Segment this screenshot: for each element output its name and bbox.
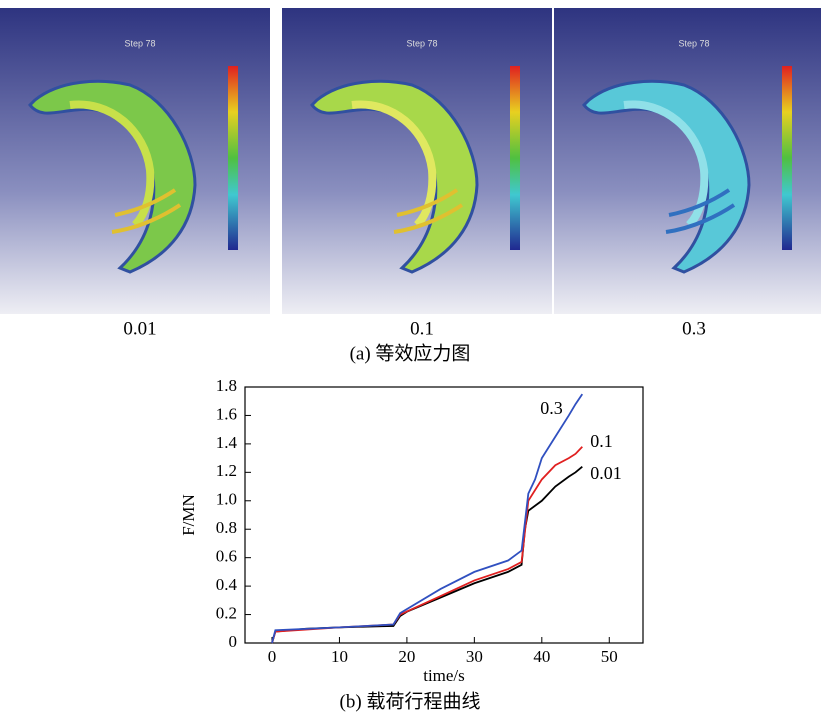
color-bar	[228, 66, 238, 250]
caption-a: (a) 等效应力图	[350, 342, 471, 364]
x-tick-label: 40	[533, 647, 550, 666]
x-tick-label: 0	[268, 647, 277, 666]
x-tick-label: 10	[331, 647, 348, 666]
series-line	[272, 394, 582, 643]
panel-step: Step 78	[406, 38, 437, 48]
series-label: 0.01	[590, 463, 622, 483]
y-tick-label: 0.6	[216, 547, 237, 566]
panel-step: Step 78	[124, 38, 155, 48]
y-tick-label: 1.2	[216, 461, 237, 480]
panel-step: Step 78	[678, 38, 709, 48]
y-tick-label: 0	[229, 632, 238, 651]
figure: (a) 等效应力图 (b) 载荷行程曲线 Step 78 0.01 Step 78 0…	[0, 0, 821, 715]
y-axis-label: F/MN	[179, 494, 198, 536]
x-tick-label: 50	[601, 647, 618, 666]
y-tick-label: 1.4	[216, 433, 238, 452]
x-tick-label: 20	[398, 647, 415, 666]
x-tick-label: 30	[466, 647, 483, 666]
panel-label: 0.1	[410, 318, 434, 339]
y-tick-label: 1.0	[216, 490, 237, 509]
y-tick-label: 0.8	[216, 518, 237, 537]
panel-label: 0.01	[123, 318, 156, 339]
caption-b: (b) 载荷行程曲线	[340, 690, 481, 712]
x-axis-label: time/s	[423, 666, 465, 685]
series-label: 0.3	[540, 398, 563, 418]
color-bar	[510, 66, 520, 250]
y-tick-label: 1.8	[216, 376, 237, 395]
plot-frame	[245, 387, 643, 643]
series-label: 0.1	[590, 431, 613, 451]
y-tick-label: 0.2	[216, 603, 237, 622]
y-tick-label: 0.4	[216, 575, 238, 594]
color-bar	[782, 66, 792, 250]
series-line	[272, 467, 582, 643]
panel-label: 0.3	[682, 318, 706, 339]
y-tick-label: 1.6	[216, 404, 237, 423]
